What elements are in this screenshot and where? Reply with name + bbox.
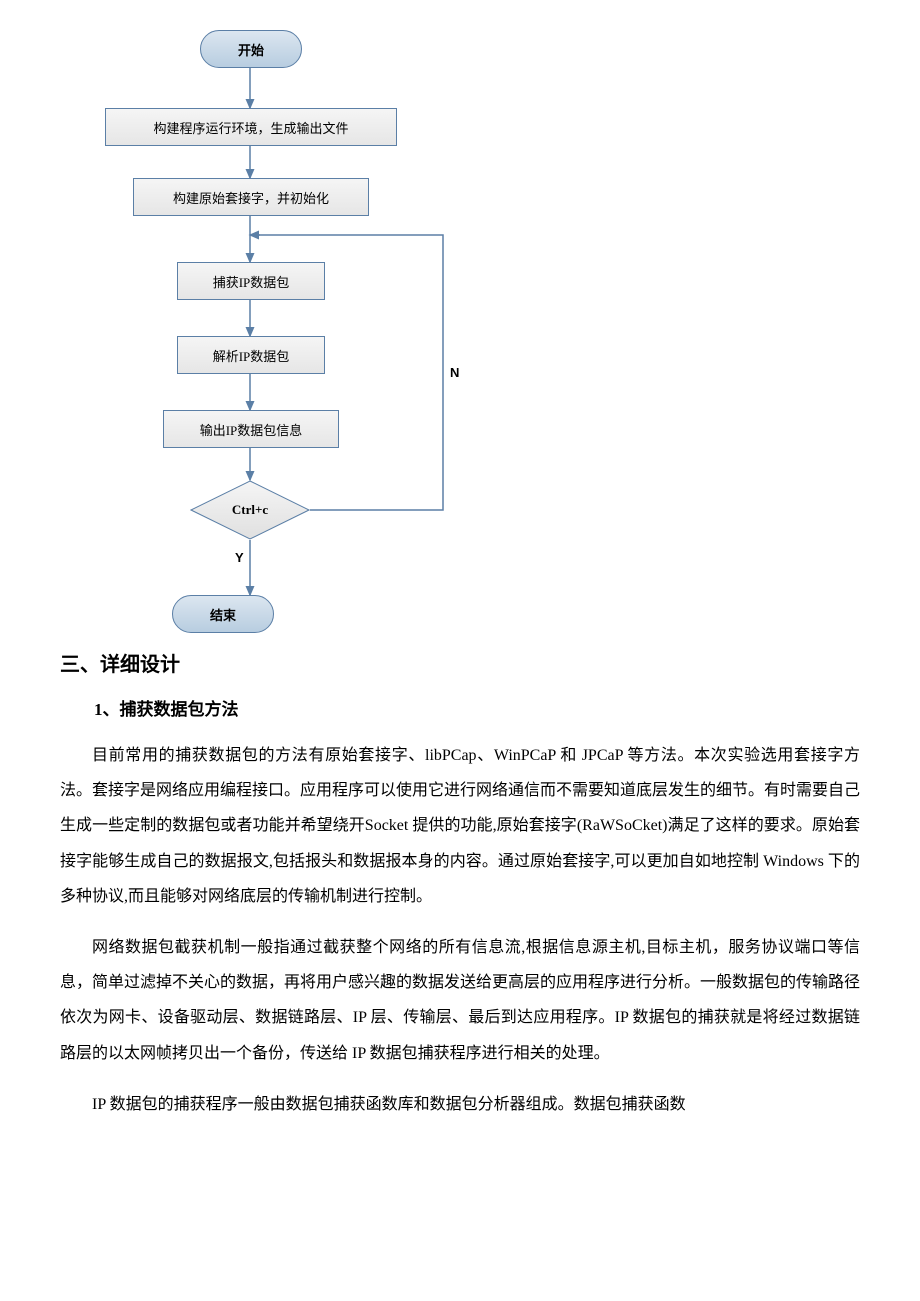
flowchart: 开始 构建程序运行环境，生成输出文件 构建原始套接字，并初始化 捕获IP数据包 … xyxy=(105,30,465,640)
flowchart-node-parse: 解析IP数据包 xyxy=(177,336,325,374)
flowchart-node-end: 结束 xyxy=(172,595,274,633)
flowchart-node-build-socket: 构建原始套接字，并初始化 xyxy=(133,178,369,216)
section-subheading: 1、捕获数据包方法 xyxy=(60,695,860,720)
flowchart-node-output: 输出IP数据包信息 xyxy=(163,410,339,448)
paragraph-3: IP 数据包的捕获程序一般由数据包捕获函数库和数据包分析器组成。数据包捕获函数 xyxy=(60,1087,860,1122)
paragraph-2: 网络数据包截获机制一般指通过截获整个网络的所有信息流,根据信息源主机,目标主机，… xyxy=(60,930,860,1071)
flowchart-node-decision: Ctrl+c xyxy=(190,480,310,540)
section-heading: 三、详细设计 xyxy=(60,648,860,677)
flowchart-label-yes: Y xyxy=(235,550,244,565)
flowchart-node-build-env: 构建程序运行环境，生成输出文件 xyxy=(105,108,397,146)
page-container: 开始 构建程序运行环境，生成输出文件 构建原始套接字，并初始化 捕获IP数据包 … xyxy=(0,0,920,1178)
flowchart-node-start: 开始 xyxy=(200,30,302,68)
flowchart-decision-label: Ctrl+c xyxy=(190,502,310,518)
flowchart-label-no: N xyxy=(450,365,459,380)
paragraph-1: 目前常用的捕获数据包的方法有原始套接字、libPCap、WinPCaP 和 JP… xyxy=(60,738,860,914)
flowchart-node-capture: 捕获IP数据包 xyxy=(177,262,325,300)
